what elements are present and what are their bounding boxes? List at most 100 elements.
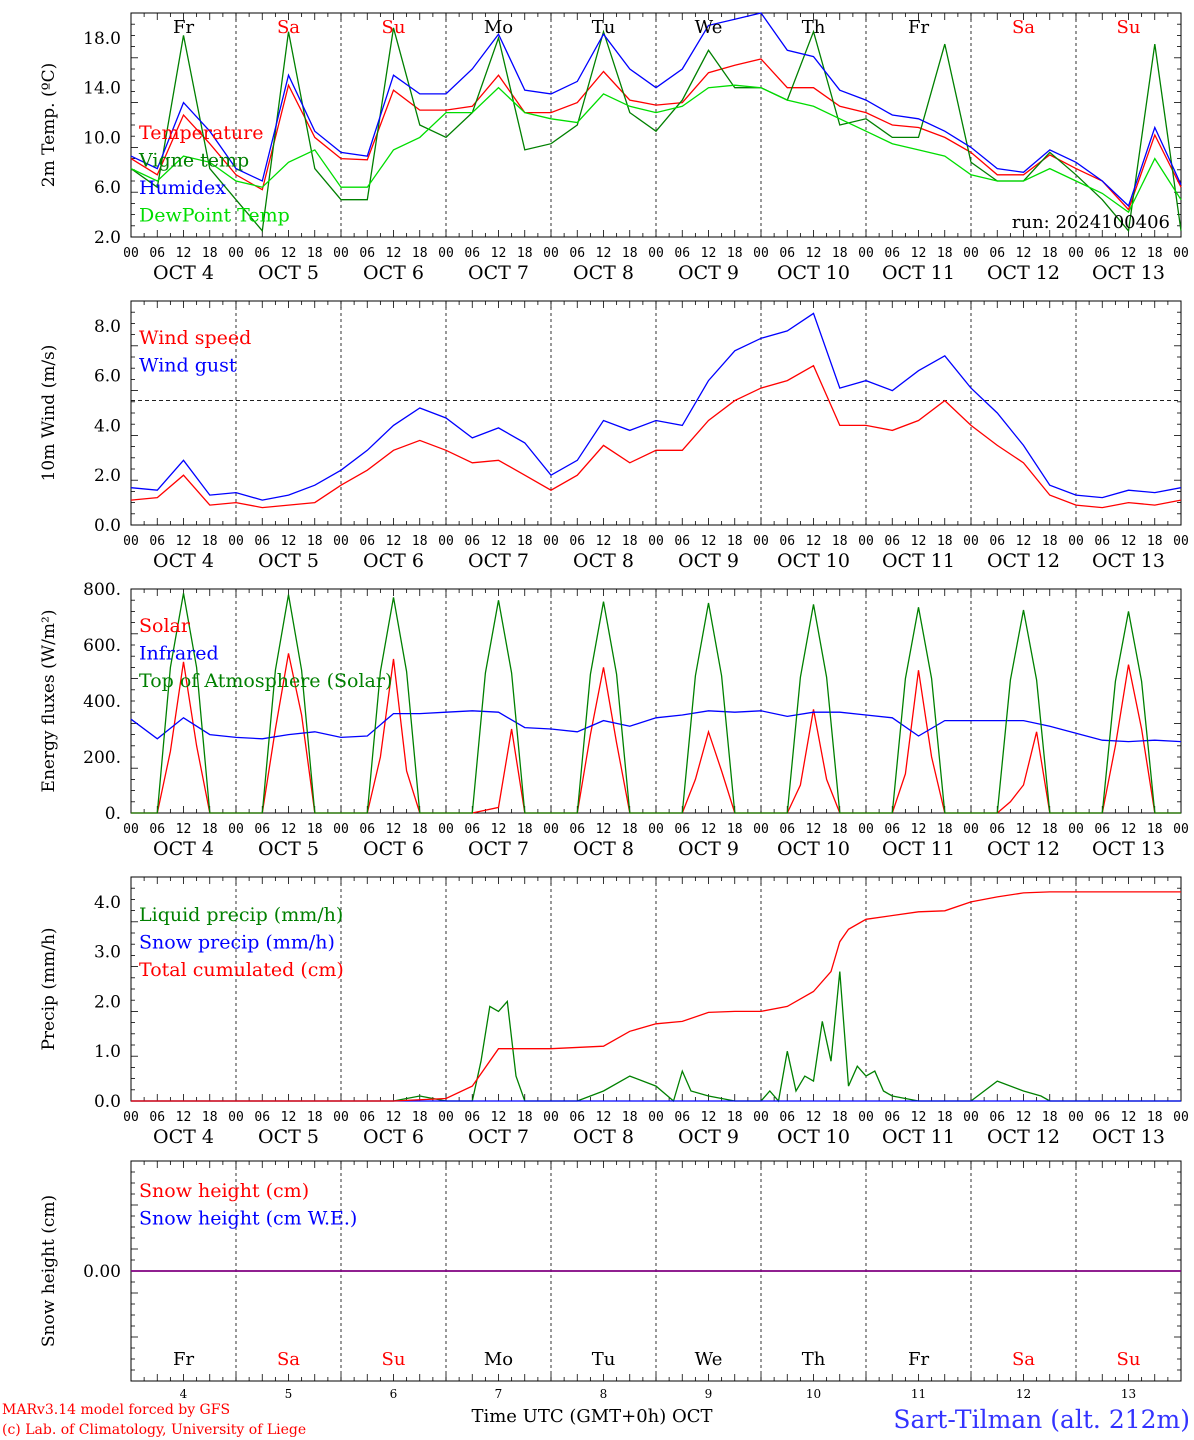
- date-label: OCT 6: [363, 550, 424, 572]
- hour-tick-label: 18: [517, 534, 533, 549]
- weekday-label-top: Th: [802, 17, 826, 38]
- hour-tick-label: 18: [832, 534, 848, 549]
- hour-tick-label: 00: [1173, 246, 1189, 261]
- hour-tick-label: 00: [648, 1110, 664, 1125]
- hour-tick-label: 12: [281, 246, 297, 261]
- hour-tick-label: 12: [386, 1110, 402, 1125]
- y-tick-label: 3.0: [94, 943, 121, 963]
- hour-tick-label: 12: [176, 1110, 192, 1125]
- legend-entry: Snow height (cm W.E.): [139, 1208, 357, 1230]
- date-label: OCT 10: [777, 550, 850, 572]
- hour-tick-label: 12: [281, 534, 297, 549]
- hour-tick-label: 06: [569, 246, 585, 261]
- weekday-label-top: Fr: [908, 17, 929, 38]
- day-number-label: 8: [600, 1387, 608, 1401]
- y-tick-label: 2.0: [94, 228, 121, 248]
- hour-tick-label: 18: [517, 822, 533, 837]
- series-line-wind-gust: [130, 312, 1182, 501]
- day-number-label: 13: [1121, 1387, 1136, 1401]
- legend-entry: Snow height (cm): [139, 1180, 309, 1202]
- hour-tick-label: 12: [806, 822, 822, 837]
- hour-tick-label: 12: [1121, 534, 1137, 549]
- panel-2: 0.0 2.0 4.0 6.0 8.0 10m Wind (m/s) Wind speed W…: [39, 300, 1189, 572]
- hour-tick-label: 06: [149, 1110, 165, 1125]
- date-label: OCT 7: [468, 262, 529, 284]
- hour-tick-label: 18: [412, 534, 428, 549]
- hour-tick-label: 18: [832, 822, 848, 837]
- y-tick-label: 6.0: [94, 178, 121, 198]
- hour-tick-label: 00: [648, 534, 664, 549]
- hour-tick-label: 18: [517, 246, 533, 261]
- hour-tick-label: 06: [674, 1110, 690, 1125]
- hour-tick-label: 06: [149, 822, 165, 837]
- series-line-humidex: [130, 12, 1182, 208]
- legend-entry: Top of Atmosphere (Solar): [139, 670, 392, 692]
- y-tick-label: 0.0: [94, 516, 121, 536]
- hour-tick-label: 06: [149, 246, 165, 261]
- hour-tick-label: 12: [491, 534, 507, 549]
- series-line-liquid-precip-mm-h-: [131, 971, 1181, 1103]
- date-label: OCT 12: [987, 1126, 1060, 1148]
- hour-tick-label: 06: [569, 534, 585, 549]
- model-credit: MARv3.14 model forced by GFS: [2, 1402, 230, 1418]
- weekday-label-bottom: Sa: [277, 1349, 300, 1370]
- hour-tick-label: 18: [1147, 1110, 1163, 1125]
- hour-tick-label: 18: [202, 1110, 218, 1125]
- hour-tick-label: 06: [884, 1110, 900, 1125]
- weekday-label-bottom: Th: [802, 1349, 826, 1370]
- legend-entry: Wind speed: [139, 327, 251, 349]
- weekday-label-top: Fr: [173, 17, 194, 38]
- hour-tick-label: 00: [648, 246, 664, 261]
- date-label: OCT 9: [678, 262, 739, 284]
- hour-tick-label: 00: [858, 246, 874, 261]
- weekday-label-top: Sa: [277, 17, 300, 38]
- hour-tick-label: 12: [1016, 246, 1032, 261]
- date-label: OCT 8: [573, 1126, 634, 1148]
- y-tick-label: 1.0: [94, 1042, 121, 1062]
- hour-tick-label: 12: [911, 534, 927, 549]
- date-label: OCT 5: [258, 838, 319, 860]
- date-label: OCT 10: [777, 262, 850, 284]
- hour-tick-label: 12: [596, 534, 612, 549]
- hour-tick-label: 00: [963, 1110, 979, 1125]
- hour-tick-label: 00: [438, 1110, 454, 1125]
- hour-tick-label: 18: [1042, 822, 1058, 837]
- y-tick-label: 10.0: [83, 128, 121, 148]
- y-tick-label: 400.: [83, 692, 121, 712]
- y-tick-label: 0.00: [83, 1262, 121, 1282]
- hour-tick-label: 18: [412, 246, 428, 261]
- hour-tick-label: 18: [1042, 534, 1058, 549]
- date-label: OCT 9: [678, 838, 739, 860]
- hour-tick-label: 12: [806, 1110, 822, 1125]
- hour-tick-label: 06: [779, 1110, 795, 1125]
- panel-3: 0. 200. 400. 600. 800. Energy fluxes (W/m²) So…: [39, 580, 1189, 860]
- hour-tick-label: 12: [491, 246, 507, 261]
- hour-tick-label: 00: [963, 246, 979, 261]
- hour-tick-label: 18: [832, 1110, 848, 1125]
- weekday-label-bottom: Su: [1117, 1349, 1141, 1370]
- hour-tick-label: 06: [989, 246, 1005, 261]
- y-tick-label: 18.0: [83, 29, 121, 49]
- y-tick-label: 2.0: [94, 992, 121, 1012]
- hour-tick-label: 06: [989, 1110, 1005, 1125]
- hour-tick-label: 12: [386, 822, 402, 837]
- hour-tick-label: 06: [464, 822, 480, 837]
- hour-tick-label: 18: [307, 246, 323, 261]
- day-number-label: 4: [180, 1387, 188, 1401]
- date-label: OCT 5: [258, 262, 319, 284]
- hour-tick-label: 00: [1068, 822, 1084, 837]
- hour-tick-label: 06: [464, 1110, 480, 1125]
- hour-tick-label: 00: [438, 246, 454, 261]
- legend-entry: Vigne temp: [138, 150, 249, 172]
- plot-frame: [130, 12, 1182, 238]
- day-number-label: 11: [911, 1387, 926, 1401]
- day-number-label: 12: [1016, 1387, 1031, 1401]
- hour-tick-label: 06: [569, 1110, 585, 1125]
- hour-tick-label: 06: [989, 534, 1005, 549]
- hour-tick-label: 18: [1147, 822, 1163, 837]
- date-label: OCT 12: [987, 550, 1060, 572]
- hour-tick-label: 18: [727, 1110, 743, 1125]
- day-number-label: 7: [495, 1387, 503, 1401]
- hour-tick-label: 12: [701, 534, 717, 549]
